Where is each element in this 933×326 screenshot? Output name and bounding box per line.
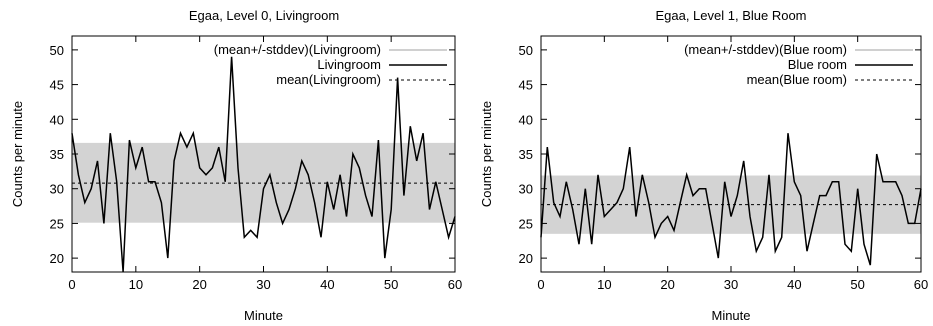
x-tick-label: 60 [914,277,928,292]
x-axis-label: Minute [244,308,283,323]
chart-panel-2: Egaa, Level 1, Blue Room 20 25 30 35 40 45 50 0 1… [479,8,928,323]
x-tick-label: 50 [850,277,864,292]
legend-label: mean(Blue room) [747,72,847,87]
y-tick-label: 40 [519,112,533,127]
chart-title: Egaa, Level 1, Blue Room [655,8,806,23]
x-tick-label: 30 [724,277,738,292]
x-tick-label: 40 [787,277,801,292]
y-tick-label: 25 [519,216,533,231]
y-axis-label: Counts per minute [479,101,494,207]
y-tick-label: 50 [519,43,533,58]
x-tick-label: 10 [597,277,611,292]
legend-label: Blue room [788,57,847,72]
legend-label: (mean+/-stddev)(Blue room) [684,42,847,57]
x-tick-label: 0 [68,277,75,292]
legend-label: (mean+/-stddev)(Livingroom) [214,42,381,57]
x-tick-label: 10 [129,277,143,292]
stddev-band [541,175,921,234]
y-tick-label: 30 [50,182,64,197]
legend: (mean+/-stddev)(Livingroom)Livingroommea… [214,42,447,87]
y-axis-label: Counts per minute [10,101,25,207]
y-tick-label: 35 [519,147,533,162]
legend-label: Livingroom [317,57,381,72]
y-tick-label: 20 [50,251,64,266]
plot-frame [540,35,922,273]
x-tick-label: 40 [320,277,334,292]
chart-title: Egaa, Level 0, Livingroom [189,8,339,23]
y-tick-label: 20 [519,251,533,266]
x-tick-label: 60 [448,277,462,292]
x-axis-label: Minute [711,308,750,323]
x-tick-label: 0 [537,277,544,292]
y-tick-label: 30 [519,182,533,197]
series-line [71,56,456,273]
x-tick-label: 20 [660,277,674,292]
chart-panel-1: Egaa, Level 0, Livingroom 20 25 30 35 40 45 50 0… [10,8,462,323]
y-tick-label: 25 [50,216,64,231]
x-tick-label: 30 [256,277,270,292]
legend: (mean+/-stddev)(Blue room)Blue roommean(… [684,42,913,87]
x-tick-label: 50 [384,277,398,292]
y-tick-label: 50 [50,43,64,58]
y-tick-label: 40 [50,112,64,127]
y-tick-label: 45 [519,78,533,93]
x-tick-label: 20 [192,277,206,292]
series-line [540,133,922,266]
legend-label: mean(Livingroom) [276,72,381,87]
y-tick-label: 45 [50,78,64,93]
y-tick-label: 35 [50,147,64,162]
